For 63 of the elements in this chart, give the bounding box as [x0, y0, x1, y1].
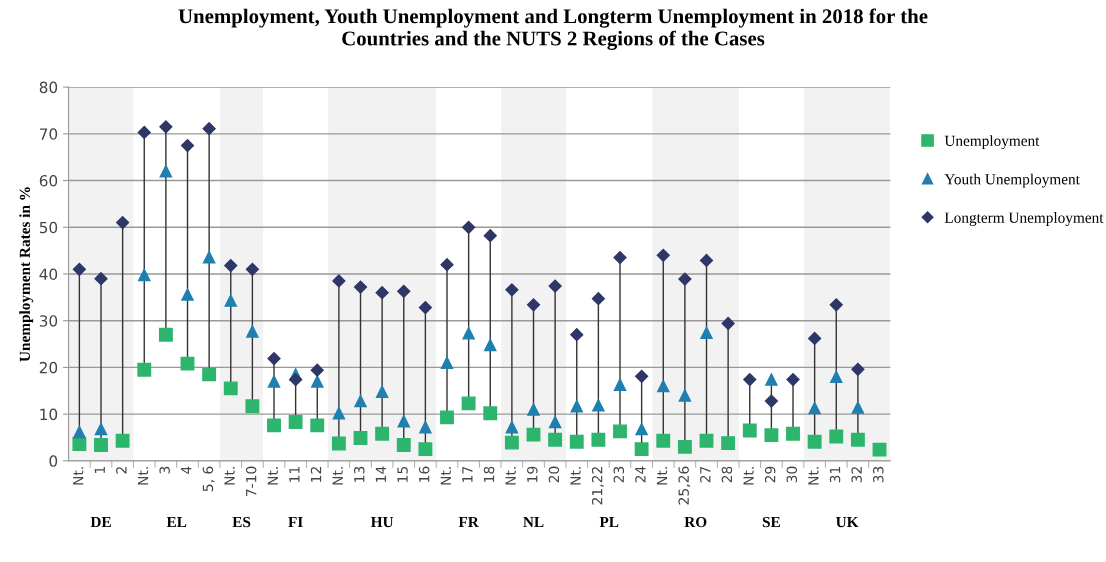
- x-tick-label: 27: [700, 466, 711, 483]
- x-tick-label: Nt.: [570, 467, 581, 485]
- legend-label: Unemployment: [944, 135, 1040, 150]
- y-tick-label: 60: [39, 175, 58, 187]
- y-tick-label: 10: [40, 408, 58, 421]
- x-tick-label: 16: [418, 466, 430, 482]
- text: ES: [232, 516, 251, 528]
- y-tick-label: 30: [39, 315, 58, 327]
- x-tick-label: Nt.: [505, 467, 516, 485]
- x-tick-label: Nt.: [137, 467, 149, 485]
- x-tick-label: Nt.: [224, 467, 235, 485]
- text: UK: [836, 516, 859, 528]
- x-tick-label: 25,26: [678, 466, 691, 505]
- legend-label: Longterm Unemployment: [944, 212, 1104, 226]
- x-tick-label: 31: [829, 466, 841, 483]
- x-tick-label: 18: [483, 466, 495, 482]
- x-tick-label: Nt.: [656, 467, 668, 485]
- x-tick-label: 12: [310, 467, 322, 482]
- y-tick-label: 70: [39, 128, 58, 140]
- x-tick-label: 30: [786, 466, 798, 483]
- text: NL: [523, 516, 544, 527]
- x-tick-label: 17: [462, 466, 473, 482]
- x-tick-label: 28: [721, 466, 733, 483]
- text: HU: [370, 516, 394, 528]
- y-tick-label: 0: [49, 455, 58, 467]
- x-tick-label: Nt.: [743, 467, 754, 485]
- y-tick-label: 80: [39, 81, 58, 94]
- x-tick-label: 24: [635, 466, 646, 483]
- x-tick-label: 2: [116, 467, 127, 474]
- chart-title: Unemployment, Youth Unemployment and Longterm Unemployment in 2018 for the Countries and the NUTS 2 Regions of the Cases: [178, 8, 928, 50]
- x-tick-label: 23: [613, 466, 625, 483]
- x-tick-label: 11: [289, 466, 300, 482]
- legend-label: Youth Unemployment: [944, 173, 1080, 188]
- x-tick-label: 5, 6: [202, 466, 215, 492]
- x-tick-label: 29: [764, 466, 776, 483]
- x-tick-label: 15: [397, 466, 408, 482]
- x-tick-label: 21,22: [591, 467, 604, 505]
- x-tick-label: 1: [94, 466, 105, 474]
- x-tick-label: 32: [851, 467, 862, 483]
- x-tick-label: 33: [873, 466, 884, 483]
- x-tick-label: 4: [181, 466, 192, 474]
- text: EL: [166, 516, 187, 527]
- y-tick-label: 40: [39, 268, 58, 280]
- text: PL: [599, 516, 619, 527]
- x-tick-label: Nt.: [73, 467, 84, 485]
- x-tick-label: Nt.: [332, 467, 343, 485]
- y-axis-title: Unemployment Rates in %: [19, 187, 34, 362]
- text: FR: [458, 516, 479, 527]
- y-tick-label: 20: [39, 361, 58, 374]
- text: SE: [762, 516, 780, 528]
- x-tick-label: Nt.: [440, 467, 451, 485]
- x-tick-label: 19: [527, 466, 538, 482]
- x-tick-label: 7-10: [245, 466, 257, 497]
- text: DE: [90, 516, 111, 528]
- x-tick-label: 13: [354, 466, 365, 482]
- x-tick-label: Nt.: [808, 467, 819, 485]
- text: FI: [288, 516, 303, 527]
- x-tick-label: 3: [159, 466, 170, 474]
- x-tick-label: 20: [548, 466, 560, 483]
- x-tick-label: 14: [375, 466, 386, 482]
- y-tick-label: 50: [39, 221, 58, 234]
- x-tick-label: Nt.: [267, 467, 278, 485]
- text: RO: [684, 516, 707, 528]
